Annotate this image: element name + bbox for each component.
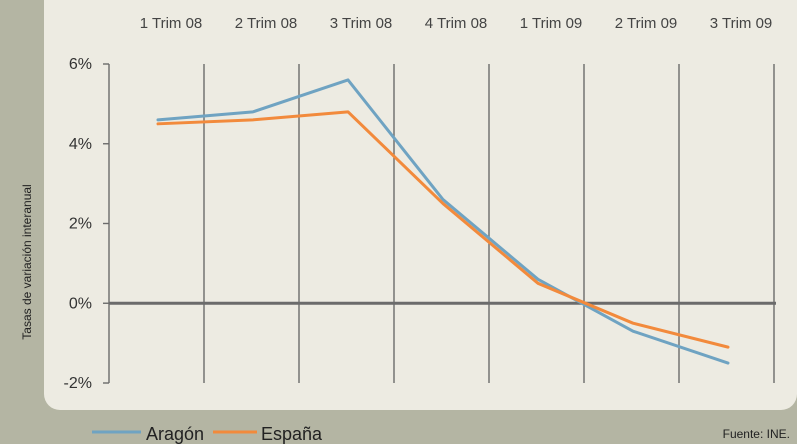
series-lines (156, 78, 730, 365)
axes (103, 63, 776, 384)
grid (203, 64, 775, 383)
x-tick-label: 2 Trim 08 (235, 15, 298, 32)
x-tick-label: 1 Trim 09 (520, 15, 583, 32)
x-tick-label: 3 Trim 08 (330, 15, 393, 32)
source-note: Fuente: INE. (723, 427, 790, 441)
legend: Aragón España (92, 424, 323, 444)
x-tick-labels: 1 Trim 08 2 Trim 08 3 Trim 08 4 Trim 08 1 Tr… (140, 15, 773, 32)
y-tick-labels: 6% 4% 2% 0% -2% (64, 56, 92, 392)
chart-panel (44, 0, 797, 410)
x-tick-label: 1 Trim 08 (140, 15, 203, 32)
series-line-aragon (156, 78, 730, 365)
y-tick-label: 6% (69, 56, 92, 73)
x-tick-label: 3 Trim 09 (710, 15, 773, 32)
legend-label-espana: España (261, 424, 323, 444)
x-tick-label: 2 Trim 09 (615, 15, 678, 32)
y-tick-label: 4% (69, 136, 92, 153)
legend-label-aragon: Aragón (146, 424, 204, 444)
y-tick-label: -2% (64, 375, 92, 392)
y-axis-label: Tasas de variación interanual (20, 184, 34, 339)
y-tick-label: 0% (69, 295, 92, 312)
x-tick-label: 4 Trim 08 (425, 15, 488, 32)
series-line-espana (156, 110, 730, 349)
y-tick-label: 2% (69, 216, 92, 233)
